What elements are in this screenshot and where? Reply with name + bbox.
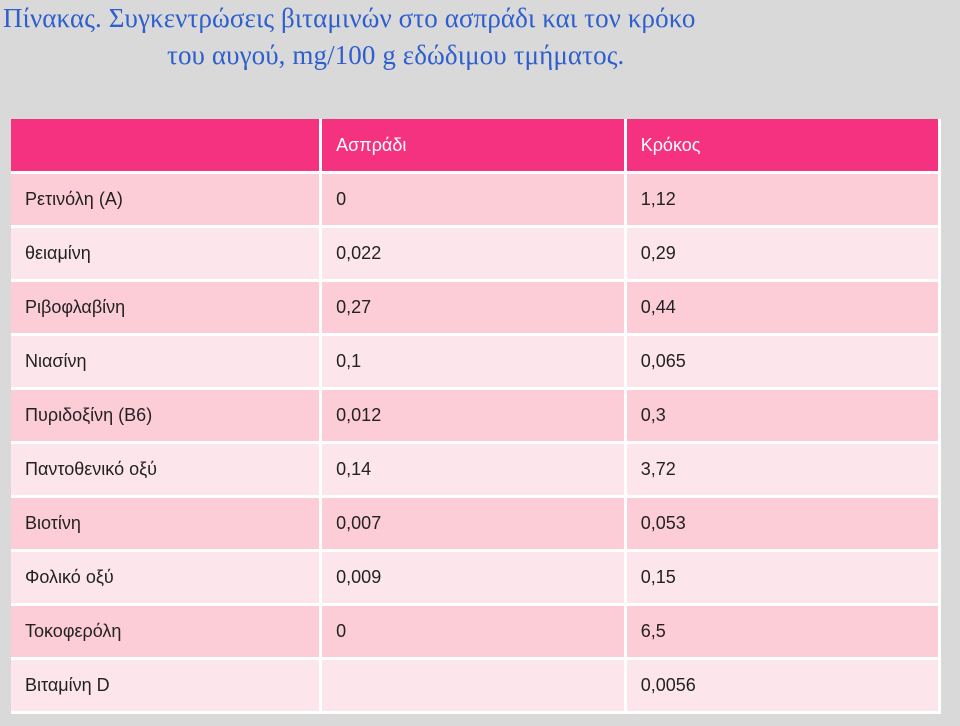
table-row: Βιοτίνη 0,007 0,053: [11, 498, 941, 552]
table-header-row: Ασπράδι Κρόκος: [11, 119, 941, 174]
cell-white: 0,14: [322, 444, 627, 498]
cell-yolk: 6,5: [626, 606, 941, 660]
cell-yolk: 0,44: [626, 282, 941, 336]
title-line-1: Πίνακας. Συγκεντρώσεις βιταμινών στο ασπ…: [3, 3, 696, 33]
table-row: θειαμίνη 0,022 0,29: [11, 228, 941, 282]
cell-white: 0,022: [322, 228, 627, 282]
cell-white: 0,27: [322, 282, 627, 336]
header-cell-empty: [11, 119, 323, 174]
cell-white: 0,009: [322, 552, 627, 606]
cell-yolk: 0,3: [626, 390, 941, 444]
header-cell-yolk: Κρόκος: [626, 119, 941, 174]
vitamin-table: Ασπράδι Κρόκος Ρετινόλη (Α) 0 1,12 θειαμίνη…: [11, 119, 941, 714]
row-label: Νιασίνη: [11, 336, 323, 390]
cell-yolk: 0,0056: [626, 660, 941, 714]
row-label: Ρετινόλη (Α): [11, 174, 323, 228]
cell-yolk: 0,053: [626, 498, 941, 552]
row-label: θειαμίνη: [11, 228, 323, 282]
table-row: Ριβοφλαβίνη 0,27 0,44: [11, 282, 941, 336]
table-row: Βιταμίνη D 0,0056: [11, 660, 941, 714]
cell-white: 0,1: [322, 336, 627, 390]
cell-yolk: 1,12: [626, 174, 941, 228]
table-row: Νιασίνη 0,1 0,065: [11, 336, 941, 390]
cell-white: 0,012: [322, 390, 627, 444]
table-row: Τοκοφερόλη 0 6,5: [11, 606, 941, 660]
row-label: Παντοθενικό οξύ: [11, 444, 323, 498]
table-row: Ρετινόλη (Α) 0 1,12: [11, 174, 941, 228]
page-title: Πίνακας. Συγκεντρώσεις βιταμινών στο ασπ…: [0, 0, 960, 74]
cell-white: 0: [322, 606, 627, 660]
row-label: Φολικό οξύ: [11, 552, 323, 606]
table-row: Φολικό οξύ 0,009 0,15: [11, 552, 941, 606]
row-label: Πυριδοξίνη (Β6): [11, 390, 323, 444]
row-label: Ριβοφλαβίνη: [11, 282, 323, 336]
cell-white: 0,007: [322, 498, 627, 552]
header-cell-white: Ασπράδι: [322, 119, 627, 174]
title-line-2: του αυγού, mg/100 g εδώδιμου τμήματος.: [167, 40, 625, 70]
table-row: Πυριδοξίνη (Β6) 0,012 0,3: [11, 390, 941, 444]
cell-yolk: 0,065: [626, 336, 941, 390]
cell-white: [322, 660, 627, 714]
table-row: Παντοθενικό οξύ 0,14 3,72: [11, 444, 941, 498]
cell-yolk: 0,29: [626, 228, 941, 282]
row-label: Βιταμίνη D: [11, 660, 323, 714]
row-label: Βιοτίνη: [11, 498, 323, 552]
row-label: Τοκοφερόλη: [11, 606, 323, 660]
cell-yolk: 3,72: [626, 444, 941, 498]
cell-yolk: 0,15: [626, 552, 941, 606]
cell-white: 0: [322, 174, 627, 228]
